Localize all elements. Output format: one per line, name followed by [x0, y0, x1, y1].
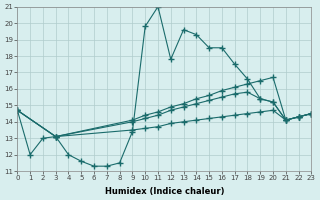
- X-axis label: Humidex (Indice chaleur): Humidex (Indice chaleur): [105, 187, 224, 196]
